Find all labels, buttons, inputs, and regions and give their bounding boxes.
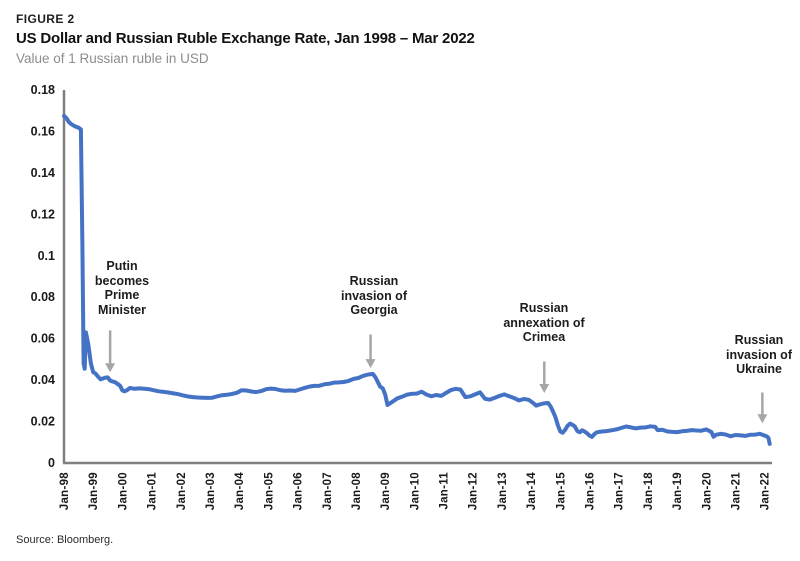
- figure-label: FIGURE 2: [16, 12, 75, 26]
- y-tick-label: 0: [48, 456, 55, 470]
- annotation-line: annexation of: [503, 315, 585, 330]
- x-tick-label: Jan-05: [263, 472, 275, 511]
- annotation-arrowhead-ukraine: [757, 414, 768, 424]
- x-tick-label: Jan-17: [614, 472, 626, 510]
- annotation-line: invasion of: [341, 288, 407, 303]
- y-tick-label: 0.14: [31, 166, 55, 180]
- x-tick-label: Jan-04: [234, 472, 246, 511]
- y-tick-label: 0.04: [31, 373, 55, 387]
- x-tick-label: Jan-10: [409, 472, 421, 510]
- x-tick-label: Jan-02: [176, 472, 188, 510]
- x-tick-label: Jan-06: [293, 472, 305, 510]
- y-tick-label: 0.1: [38, 249, 55, 263]
- x-tick-label: Jan-08: [351, 472, 363, 511]
- x-tick-label: Jan-21: [731, 472, 743, 511]
- annotation-annexation-crimea: Russian annexation of Crimea: [485, 301, 603, 345]
- chart-subtitle: Value of 1 Russian ruble in USD: [16, 51, 209, 66]
- annotation-putin-prime-minister: Putin becomes Prime Minister: [77, 259, 167, 317]
- x-tick-label: Jan-18: [643, 472, 655, 511]
- exchange-rate-line: [62, 113, 772, 446]
- annotation-line: Minister: [98, 302, 146, 317]
- annotation-line: invasion of: [726, 347, 792, 362]
- x-tick-label: Jan-13: [497, 472, 509, 510]
- annotation-invasion-georgia: Russian invasion of Georgia: [320, 274, 428, 318]
- annotation-line: Russian: [519, 301, 569, 315]
- annotation-arrowhead-putin: [105, 363, 116, 373]
- x-tick-label: Jan-11: [439, 472, 451, 510]
- x-tick-label: Jan-22: [760, 472, 772, 510]
- y-tick-label: 0.06: [31, 332, 55, 346]
- x-tick-label: Jan-01: [147, 472, 159, 511]
- x-tick-label: Jan-14: [526, 472, 538, 511]
- annotation-line: Putin: [106, 259, 138, 273]
- x-tick-label: Jan-20: [701, 472, 713, 510]
- y-tick-label: 0.08: [31, 290, 55, 304]
- annotation-line: Russian: [349, 274, 399, 288]
- y-tick-label: 0.16: [31, 124, 55, 138]
- x-tick-label: Jan-09: [380, 472, 392, 510]
- x-tick-label: Jan-03: [205, 472, 217, 510]
- x-tick-label: Jan-19: [672, 472, 684, 510]
- y-tick-label: 0.12: [31, 207, 55, 221]
- annotation-line: Prime: [104, 288, 140, 302]
- annotation-line: Crimea: [522, 330, 566, 344]
- annotation-arrowhead-georgia: [365, 359, 376, 369]
- figure-header: FIGURE 2 US Dollar and Russian Ruble Exc…: [16, 12, 776, 66]
- chart-title: US Dollar and Russian Ruble Exchange Rat…: [16, 30, 475, 47]
- y-tick-label: 0.18: [31, 83, 55, 97]
- x-tick-label: Jan-15: [555, 472, 567, 511]
- annotation-invasion-ukraine: Russian invasion of Ukraine: [712, 333, 800, 377]
- source-note: Source: Bloomberg.: [16, 534, 114, 546]
- x-tick-label: Jan-16: [585, 472, 597, 510]
- annotation-arrowhead-crimea: [539, 383, 550, 393]
- annotation-line: Russian: [734, 333, 784, 347]
- x-tick-label: Jan-12: [468, 472, 480, 510]
- annotation-line: Ukraine: [736, 362, 782, 376]
- annotation-line: becomes: [94, 273, 150, 288]
- x-tick-label: Jan-98: [59, 472, 71, 511]
- y-tick-label: 0.02: [31, 415, 55, 429]
- annotation-line: Georgia: [350, 303, 398, 317]
- x-tick-label: Jan-00: [117, 472, 129, 510]
- x-tick-label: Jan-07: [322, 472, 334, 510]
- x-tick-label: Jan-99: [88, 472, 100, 510]
